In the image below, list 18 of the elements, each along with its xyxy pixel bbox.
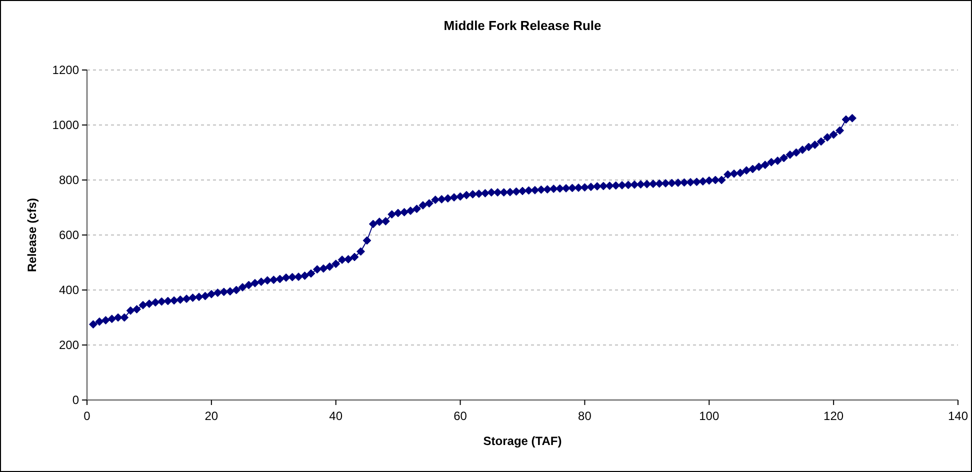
x-tick-label: 120	[824, 409, 844, 423]
x-tick-label: 0	[84, 409, 91, 423]
x-tick-label: 100	[699, 409, 720, 423]
y-tick-label: 800	[58, 173, 80, 187]
x-tick-label: 80	[578, 409, 592, 423]
y-tick-label: 200	[58, 338, 80, 352]
y-tick-label: 0	[72, 393, 80, 407]
y-axis-title: Release (cfs)	[25, 198, 39, 272]
x-tick-label: 20	[204, 409, 218, 423]
y-tick-label: 1200	[52, 63, 80, 77]
x-axis-title: Storage (TAF)	[483, 434, 562, 448]
x-tick-label: 140	[948, 409, 968, 423]
y-tick-label: 1000	[52, 118, 80, 132]
x-tick-label: 40	[329, 409, 343, 423]
y-tick-label: 600	[58, 228, 80, 242]
chart-title: Middle Fork Release Rule	[444, 18, 602, 33]
y-tick-label: 400	[58, 283, 80, 297]
x-tick-label: 60	[454, 409, 468, 423]
